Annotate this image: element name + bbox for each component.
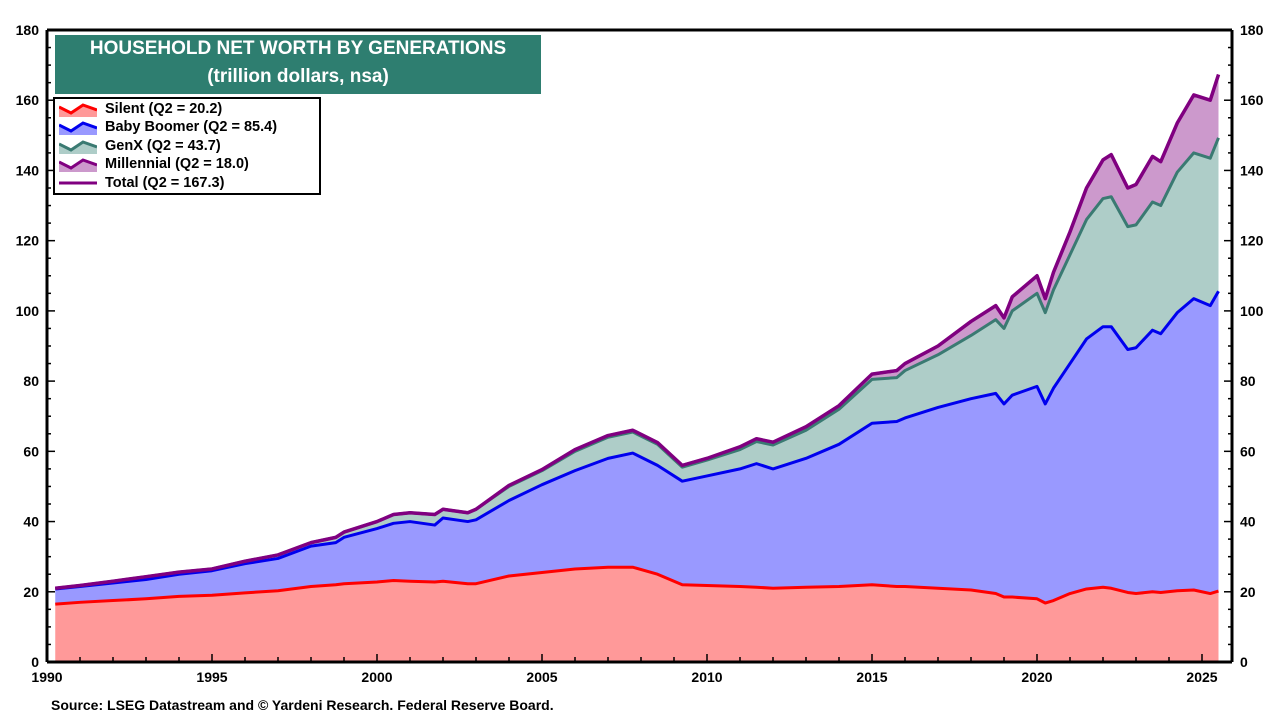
area-genx	[55, 137, 1219, 589]
y-tick-label-left: 60	[23, 443, 39, 459]
y-tick-label-left: 100	[16, 303, 40, 319]
y-tick-label-right: 100	[1240, 303, 1264, 319]
x-tick-label: 2005	[526, 669, 557, 685]
y-tick-label-left: 20	[23, 584, 39, 600]
legend-swatch-baby-boomer	[59, 121, 97, 135]
line-total	[55, 74, 1221, 591]
legend-swatch-silent	[59, 102, 97, 117]
legend-swatch-millennial	[59, 158, 97, 172]
x-tick-label: 2010	[691, 669, 722, 685]
source-note: Source: LSEG Datastream and © Yardeni Re…	[51, 697, 554, 713]
y-tick-label-right: 0	[1240, 654, 1248, 670]
legend-swatch-genx	[59, 139, 97, 154]
legend-label: Baby Boomer (Q2 = 85.4)	[105, 119, 278, 135]
chart-subtitle: (trillion dollars, nsa)	[207, 66, 389, 87]
area-silent	[55, 567, 1219, 662]
legend-label: Total (Q2 = 167.3)	[105, 174, 225, 191]
y-tick-label-left: 40	[23, 514, 39, 530]
y-tick-label-right: 160	[1240, 92, 1264, 108]
legend-label: Millennial (Q2 = 18.0)	[105, 156, 249, 172]
legend-label: Silent (Q2 = 20.2)	[105, 100, 223, 117]
x-tick-label: 1995	[196, 669, 227, 685]
y-tick-label-left: 80	[23, 373, 39, 389]
y-tick-label-left: 140	[16, 162, 40, 178]
y-tick-label-left: 0	[31, 654, 39, 670]
y-tick-label-left: 160	[16, 92, 40, 108]
x-tick-label: 2025	[1186, 669, 1217, 685]
legend-item-genx: GenX (Q2 = 43.7)	[55, 137, 319, 155]
chart-title-box: HOUSEHOLD NET WORTH BY GENERATIONS (tril…	[55, 35, 541, 94]
y-tick-label-left: 120	[16, 233, 40, 249]
line-silent	[55, 565, 1219, 606]
line-baby-boomer	[55, 290, 1220, 591]
y-tick-label-right: 180	[1240, 22, 1264, 38]
x-tick-label: 1990	[31, 669, 62, 685]
legend-swatch-total	[59, 181, 97, 184]
chart-title: HOUSEHOLD NET WORTH BY GENERATIONS	[89, 38, 507, 59]
y-tick-label-left: 180	[16, 22, 40, 38]
y-tick-label-right: 40	[1240, 514, 1256, 530]
y-tick-label-right: 20	[1240, 584, 1256, 600]
legend-item-total: Total (Q2 = 167.3)	[55, 174, 319, 192]
area-baby-boomer	[55, 291, 1219, 605]
legend: Silent (Q2 = 20.2) Baby Boomer (Q2 = 85.…	[53, 97, 321, 195]
legend-item-baby-boomer: Baby Boomer (Q2 = 85.4)	[55, 118, 319, 136]
legend-label: GenX (Q2 = 43.7)	[105, 137, 221, 154]
legend-item-millennial: Millennial (Q2 = 18.0)	[55, 155, 319, 173]
legend-item-silent: Silent (Q2 = 20.2)	[55, 100, 319, 118]
y-tick-label-right: 80	[1240, 373, 1256, 389]
x-tick-label: 2015	[856, 669, 887, 685]
x-tick-label: 2020	[1021, 669, 1052, 685]
y-tick-label-right: 60	[1240, 443, 1256, 459]
y-tick-label-right: 140	[1240, 162, 1264, 178]
x-tick-label: 2000	[361, 669, 392, 685]
y-tick-label-right: 120	[1240, 233, 1264, 249]
